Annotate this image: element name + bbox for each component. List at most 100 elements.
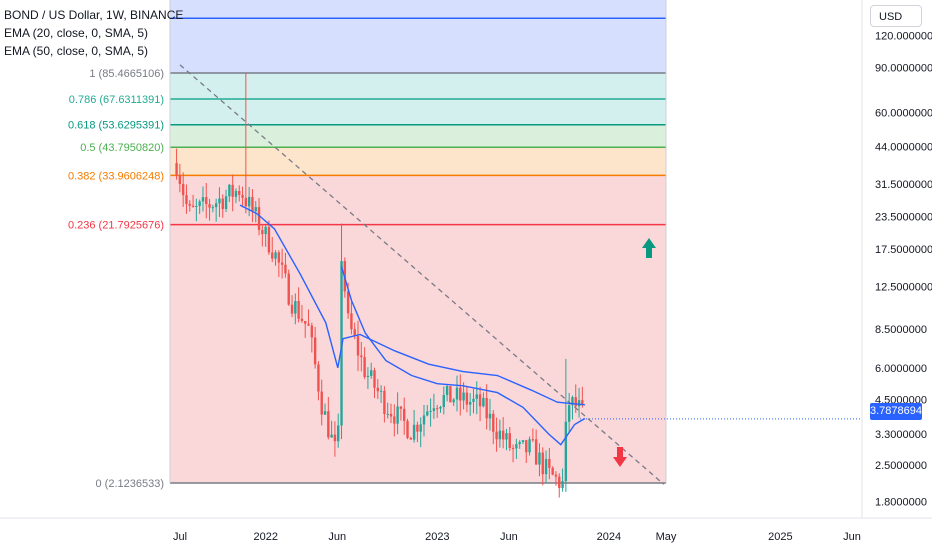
price-tick-label: 6.0000000 <box>875 363 927 375</box>
time-tick-label: Jun <box>500 531 518 543</box>
candle-body <box>389 413 393 417</box>
price-tick-label: 1.8000000 <box>875 496 927 508</box>
legend-ema20[interactable]: EMA (20, close, 0, SMA, 5) <box>4 26 149 40</box>
price-tick-label: 60.0000000 <box>875 107 932 119</box>
time-tick-label: Jul <box>173 531 187 543</box>
candle-body <box>416 424 419 432</box>
time-tick-label: 2025 <box>768 531 792 543</box>
ema50-line[interactable] <box>239 204 585 406</box>
candle-body <box>241 194 244 198</box>
candle-body <box>445 386 449 395</box>
time-tick-label: Jun <box>843 531 861 543</box>
chart-legend: BOND / US Dollar, 1W, BINANCE EMA (20, c… <box>4 6 183 60</box>
candle-body <box>297 301 300 319</box>
time-tick-label: May <box>656 531 677 543</box>
candle-body <box>406 420 409 438</box>
candle-body <box>198 201 201 206</box>
candle-body <box>435 408 439 410</box>
candle-body <box>333 434 337 442</box>
time-tick-label: 2024 <box>597 531 621 543</box>
candle-body <box>548 458 551 468</box>
candle-body <box>360 355 363 358</box>
candle-body <box>403 408 406 421</box>
candle-body <box>208 204 211 208</box>
last-price-label: 3.7878694 <box>870 403 922 420</box>
candle-body <box>251 196 254 212</box>
candle-body <box>356 336 360 356</box>
candle-body <box>310 325 314 338</box>
candle-body <box>353 329 356 337</box>
candle-body <box>228 184 231 197</box>
candle-body <box>478 394 482 407</box>
candle-body <box>409 437 413 440</box>
candle-body <box>488 413 492 419</box>
candle-body <box>495 431 498 440</box>
candle-body <box>531 439 535 441</box>
candle-body <box>429 410 432 412</box>
candle-body <box>412 424 416 440</box>
candle-body <box>508 433 511 449</box>
candle-body <box>188 203 191 206</box>
candle-body <box>534 439 538 465</box>
candle-body <box>178 175 182 185</box>
candle-body <box>459 387 462 401</box>
ema20-line[interactable] <box>340 265 586 446</box>
candle-body <box>201 197 205 202</box>
candle-body <box>449 386 452 403</box>
trendline[interactable] <box>179 64 665 485</box>
candle-body <box>386 413 389 415</box>
fib-zone <box>170 98 666 125</box>
candle-body <box>294 301 297 314</box>
price-tick-label: 3.3000000 <box>875 429 927 441</box>
candle-body <box>313 337 317 365</box>
candle-body <box>261 229 264 235</box>
candle-body <box>304 320 307 324</box>
candle-body <box>577 400 581 407</box>
time-tick-label: 2022 <box>254 531 278 543</box>
candle-body <box>515 444 518 449</box>
candle-body <box>284 264 287 274</box>
candle-body <box>475 394 478 399</box>
candle-body <box>350 313 353 330</box>
candle-body <box>274 252 277 259</box>
candle-body <box>505 433 508 440</box>
fib-level-label: 0.618 (53.6295391) <box>68 120 164 132</box>
candle-body <box>267 226 271 253</box>
fib-zone <box>170 175 666 225</box>
candle-body <box>191 205 195 207</box>
candle-body <box>541 452 544 475</box>
candle-body <box>234 190 238 197</box>
price-tick-label: 23.5000000 <box>875 211 932 223</box>
candle-body <box>422 415 426 425</box>
candle-body <box>564 421 568 482</box>
fib-level-label: 0 (2.1236533) <box>96 478 165 490</box>
price-tick-label: 120.0000000 <box>875 30 932 42</box>
price-tick-label: 2.5000000 <box>875 460 927 472</box>
candle-body <box>558 476 561 488</box>
candle-body <box>528 439 531 453</box>
candle-body <box>195 205 198 207</box>
candle-body <box>231 184 234 197</box>
candle-body <box>238 190 241 195</box>
candle-body <box>462 392 465 401</box>
candle-body <box>307 323 310 326</box>
candle-body <box>181 184 185 196</box>
candle-body <box>346 291 350 314</box>
candle-body <box>330 434 333 438</box>
price-tick-label: 31.5000000 <box>875 179 932 191</box>
price-tick-label: 17.5000000 <box>875 244 932 256</box>
candle-body <box>363 357 366 378</box>
candle-body <box>224 196 228 210</box>
candle-body <box>452 399 455 403</box>
fib-zone-extension <box>170 0 666 74</box>
candle-body <box>175 162 178 176</box>
candle-body <box>280 262 284 265</box>
fib-level-label: 0.786 (67.6311391) <box>69 94 164 106</box>
candle-body <box>468 401 472 405</box>
price-tick-label: 90.0000000 <box>875 62 932 74</box>
candle-body <box>218 198 221 204</box>
currency-selector[interactable]: USD <box>870 5 922 27</box>
candle-body <box>465 392 469 405</box>
legend-ema50[interactable]: EMA (50, close, 0, SMA, 5) <box>4 44 149 58</box>
